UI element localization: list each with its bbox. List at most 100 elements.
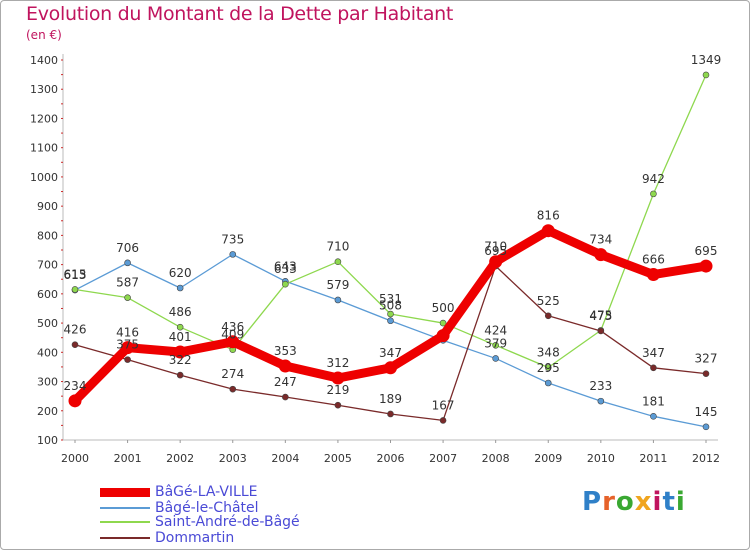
data-point <box>650 364 657 372</box>
x-tick-label: 2003 <box>219 452 247 465</box>
legend-label: Dommartin <box>155 530 235 546</box>
y-tick-label: 1400 <box>30 54 58 67</box>
logo-letter: P <box>582 487 603 517</box>
data-label: 695 <box>484 244 507 258</box>
legend-swatch <box>100 537 150 539</box>
x-tick-label: 2008 <box>482 452 510 465</box>
legend-item-bage-la-ville: BâGé-LA-VILLE <box>100 484 257 500</box>
y-tick-label: 200 <box>37 405 58 418</box>
data-label: 486 <box>169 305 192 319</box>
data-point <box>124 259 131 267</box>
data-label: 613 <box>64 268 87 282</box>
data-point <box>544 364 552 371</box>
data-label: 322 <box>169 353 192 367</box>
y-tick-label: 500 <box>37 317 58 330</box>
data-point <box>650 190 657 198</box>
data-point <box>702 423 710 431</box>
data-point <box>650 413 657 420</box>
data-point <box>176 284 184 292</box>
legend-label: BâGé-LA-VILLE <box>155 484 258 500</box>
data-label: 426 <box>64 323 87 337</box>
unit-label: (en €) <box>26 28 62 42</box>
data-point <box>597 397 605 405</box>
data-point <box>384 361 397 375</box>
data-point <box>492 355 499 362</box>
data-label: 167 <box>432 398 455 412</box>
data-label: 587 <box>116 276 139 290</box>
data-point <box>331 371 345 385</box>
data-label: 416 <box>116 326 139 340</box>
data-point <box>282 393 289 401</box>
data-point <box>278 359 292 373</box>
data-label: 401 <box>169 330 192 344</box>
x-tick-label: 2007 <box>429 452 457 465</box>
legend-item-saint-andre-de-bage: Saint-André-de-Bâgé <box>100 514 300 530</box>
legend-label: Bâgé-le-Châtel <box>155 500 259 516</box>
data-point <box>334 258 342 265</box>
data-point <box>492 341 499 349</box>
line-chart: 100 200 300 400 500 600 700 800 900 1000 1100 1200 1… <box>30 53 722 465</box>
data-label: 1349 <box>691 53 722 67</box>
series-layer <box>68 71 713 431</box>
data-label: 643 <box>274 259 297 273</box>
y-tick-label: 300 <box>37 376 58 389</box>
x-tick-label: 2012 <box>692 452 720 465</box>
data-label: 633 <box>274 262 297 276</box>
data-label: 710 <box>484 240 507 254</box>
data-point <box>226 335 240 349</box>
y-tick-label: 1000 <box>30 171 58 184</box>
data-label: 734 <box>589 233 612 247</box>
legend-swatch <box>100 487 150 497</box>
data-label: 695 <box>695 244 718 258</box>
data-label: 375 <box>116 338 139 352</box>
x-tick-label: 2006 <box>377 452 405 465</box>
data-label: 189 <box>379 392 402 406</box>
x-tick-label: 2009 <box>534 452 562 465</box>
data-point <box>699 259 713 273</box>
data-labels: 613 706 620 735 643 579 508 379 295 233 181 145 615 5… <box>64 53 722 419</box>
data-point <box>702 370 710 377</box>
data-label: 327 <box>695 352 718 366</box>
data-point <box>489 255 503 269</box>
data-point <box>71 341 79 349</box>
logo-letter: t <box>662 487 676 517</box>
y-tick-label: 1200 <box>30 112 58 125</box>
data-label: 145 <box>695 405 718 419</box>
data-point <box>702 71 710 79</box>
data-label: 508 <box>379 299 402 313</box>
data-point <box>646 268 660 282</box>
data-point <box>334 401 342 409</box>
legend-label: Saint-André-de-Bâgé <box>155 514 300 530</box>
legend-item-dommartin: Dommartin <box>100 530 234 546</box>
data-label: 473 <box>589 309 612 323</box>
data-point <box>229 385 237 393</box>
data-label: 666 <box>642 253 665 267</box>
data-label: 409 <box>221 328 244 342</box>
data-label: 424 <box>484 323 507 337</box>
data-point <box>597 327 605 335</box>
axes: 100 200 300 400 500 600 700 800 900 1000 1100 1200 1… <box>30 54 720 465</box>
data-label: 475 <box>589 308 612 322</box>
data-label: 379 <box>484 336 507 350</box>
data-point <box>176 371 184 379</box>
data-point <box>387 410 394 418</box>
data-label: 500 <box>432 301 455 315</box>
y-tick-label: 400 <box>37 346 58 359</box>
data-point <box>439 417 447 424</box>
proxiti-logo: Proxiti <box>582 487 686 517</box>
data-point <box>594 248 608 262</box>
data-point <box>173 345 187 359</box>
data-label: 531 <box>379 292 402 306</box>
data-label: 735 <box>221 232 244 246</box>
data-label: 347 <box>642 346 665 360</box>
y-tick-label: 1300 <box>30 83 58 96</box>
y-tick-label: 700 <box>37 259 58 272</box>
data-label: 348 <box>537 346 560 360</box>
data-point <box>124 356 131 363</box>
x-tick-label: 2004 <box>271 452 299 465</box>
logo-letter: i <box>652 487 663 517</box>
y-tick-label: 1100 <box>30 142 58 155</box>
data-point <box>544 379 552 387</box>
data-label: 181 <box>642 394 665 408</box>
legend-swatch <box>100 507 150 509</box>
